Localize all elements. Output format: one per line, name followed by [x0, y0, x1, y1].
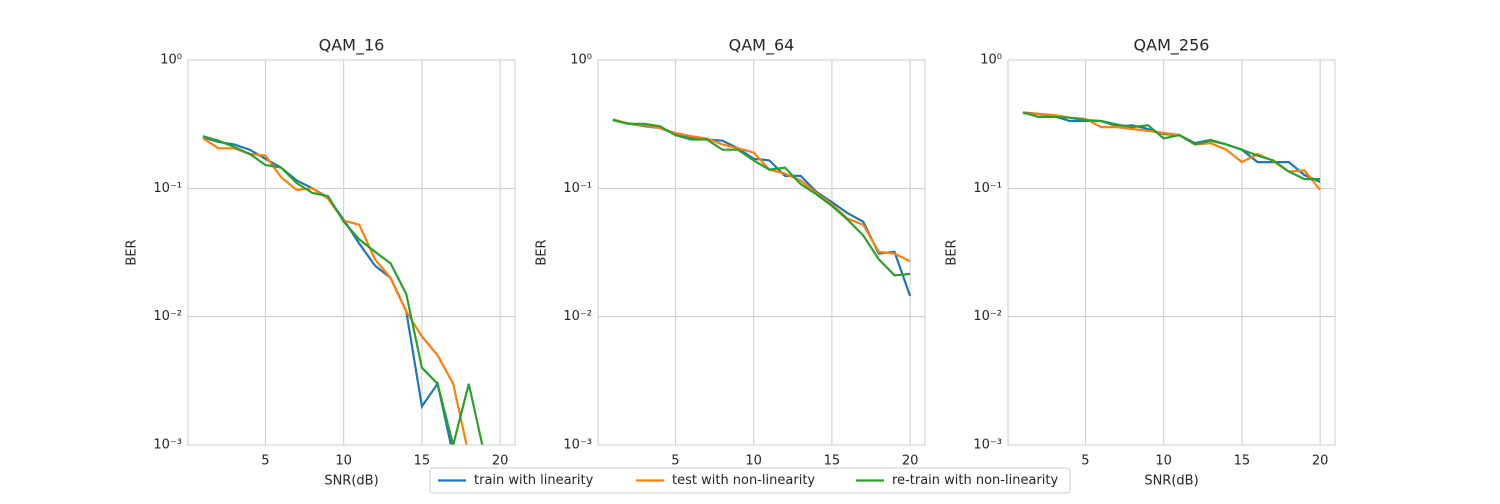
- data-line: [1022, 111, 1321, 181]
- x-tick-label: 15: [1234, 454, 1251, 469]
- y-tick-label: 10⁻¹: [563, 181, 592, 196]
- y-axis-label: BER: [535, 239, 550, 265]
- x-axis-label: SNR(dB): [324, 474, 378, 489]
- x-tick-label: 5: [671, 454, 679, 469]
- data-line: [612, 119, 911, 277]
- plot-frame: [597, 59, 926, 446]
- plot-frame: [1007, 59, 1336, 446]
- data-line: [202, 137, 468, 445]
- x-tick-label: 10: [745, 454, 762, 469]
- legend-label: re-train with non-linearity: [892, 473, 1058, 488]
- subplot: 10⁻³ 10⁻² 10⁻¹ 10⁰ 5 10 15 20 QAM_256 SNR(dB) BER: [945, 36, 1336, 489]
- y-tick-label: 10⁻³: [563, 438, 592, 453]
- chart-title: QAM_256: [1134, 36, 1210, 56]
- y-axis-label: BER: [125, 239, 140, 265]
- y-tick-label: 10⁻³: [153, 438, 182, 453]
- chart-title: QAM_64: [729, 36, 795, 56]
- y-tick-label: 10⁻¹: [973, 181, 1002, 196]
- plot-area: [188, 60, 515, 445]
- x-tick-label: 20: [492, 454, 509, 469]
- x-axis-label: SNR(dB): [1144, 474, 1198, 489]
- x-tick-label: 5: [261, 454, 269, 469]
- plot-frame: [187, 59, 516, 446]
- plot-area: [598, 60, 925, 445]
- legend-label: train with linearity: [474, 473, 594, 488]
- y-tick-label: 10⁻²: [153, 309, 182, 324]
- x-tick-label: 20: [1312, 454, 1329, 469]
- y-tick-label: 10⁻¹: [153, 181, 182, 196]
- x-tick-label: 5: [1081, 454, 1089, 469]
- legend-label: test with non-linearity: [672, 473, 815, 488]
- x-tick-label: 15: [824, 454, 841, 469]
- legend: train with linearity test with non-linear…: [429, 467, 1071, 494]
- x-tick-label: 10: [1155, 454, 1172, 469]
- subplot: 10⁻³ 10⁻² 10⁻¹ 10⁰ 5 10 15 20 QAM_16 SNR(dB) BER: [125, 36, 516, 489]
- x-tick-label: 15: [414, 454, 431, 469]
- y-tick-label: 10⁰: [570, 53, 592, 68]
- y-tick-label: 10⁻³: [973, 438, 1002, 453]
- legend-box: [429, 467, 1071, 494]
- y-tick-label: 10⁻²: [563, 309, 592, 324]
- y-tick-label: 10⁻²: [973, 309, 1002, 324]
- data-line: [202, 135, 484, 445]
- x-tick-label: 20: [902, 454, 919, 469]
- x-tick-label: 10: [335, 454, 352, 469]
- y-axis-label: BER: [945, 239, 960, 265]
- y-tick-label: 10⁰: [980, 53, 1002, 68]
- plot-area: [1008, 60, 1335, 445]
- y-tick-label: 10⁰: [160, 53, 182, 68]
- chart-title: QAM_16: [319, 36, 385, 56]
